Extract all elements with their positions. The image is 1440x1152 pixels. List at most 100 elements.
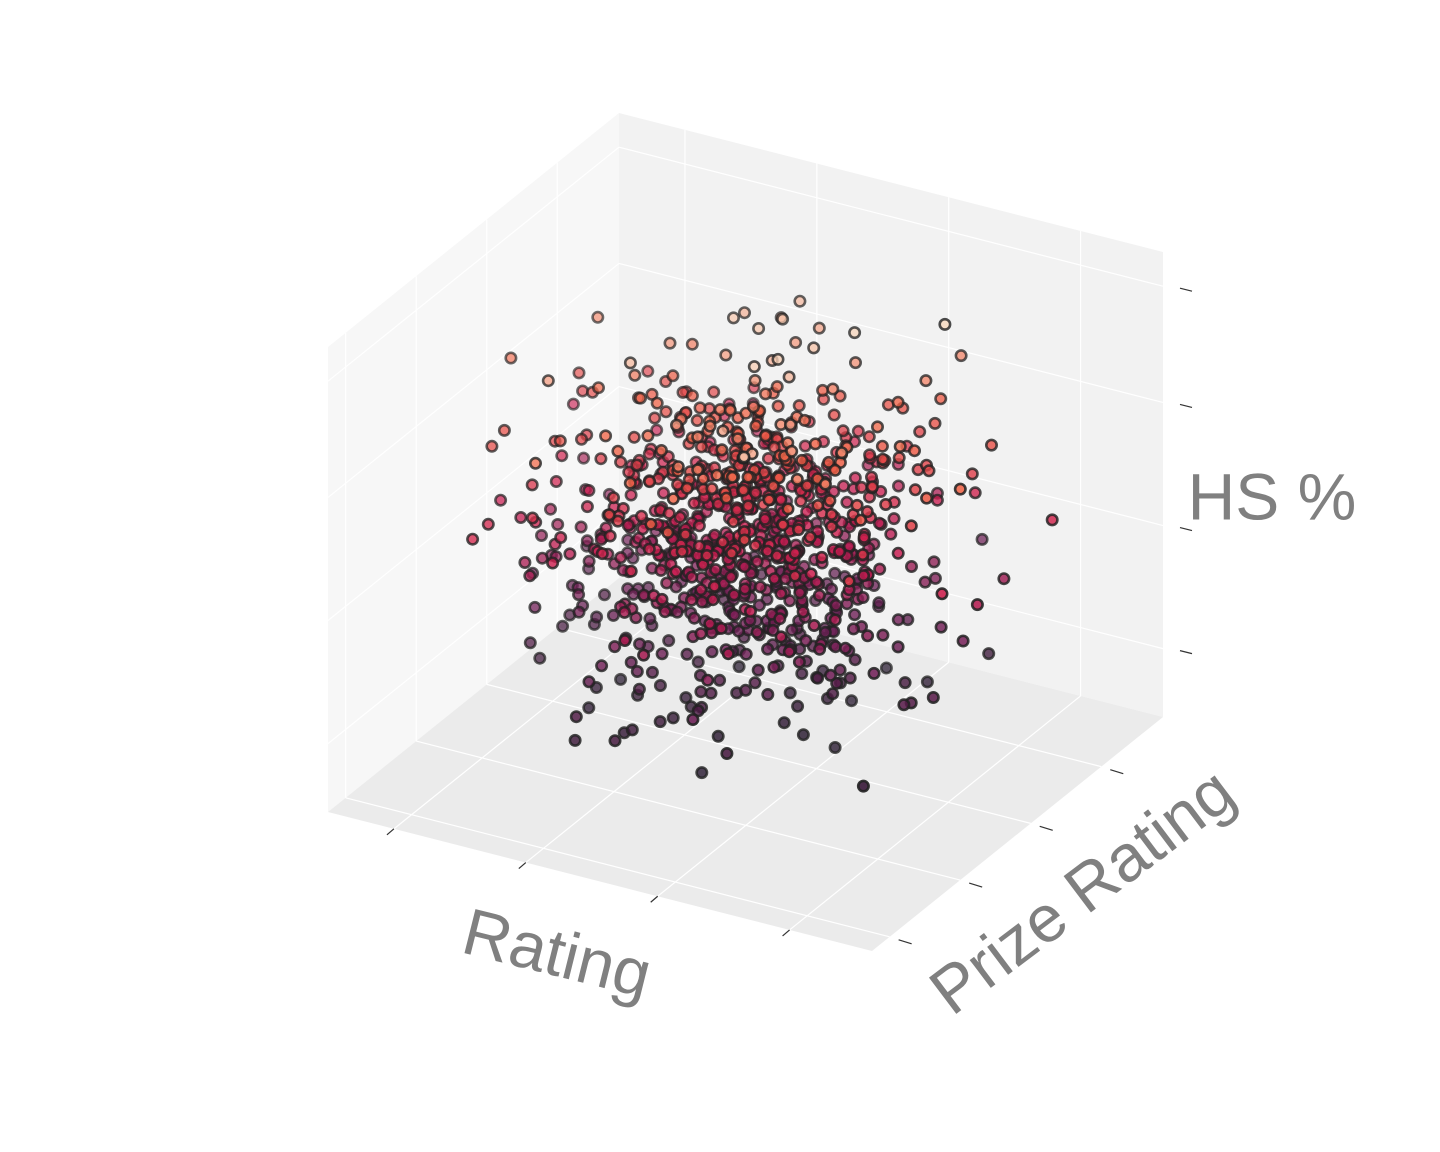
data-point <box>650 396 664 410</box>
data-point <box>748 373 762 387</box>
data-point <box>669 418 683 432</box>
data-point <box>659 405 673 419</box>
data-point <box>919 374 933 388</box>
data-point <box>935 587 949 601</box>
data-point <box>685 337 699 351</box>
data-point <box>953 482 967 496</box>
data-point <box>655 647 669 661</box>
data-point <box>591 310 605 324</box>
data-point <box>608 640 622 654</box>
data-point <box>703 419 717 433</box>
data-point <box>833 545 847 559</box>
data-point <box>633 391 647 405</box>
data-point <box>818 625 832 639</box>
data-point <box>706 593 720 607</box>
data-point <box>617 605 631 619</box>
z-axis-label: HS % <box>1188 459 1357 533</box>
data-point <box>792 655 806 669</box>
x-tick <box>386 828 395 836</box>
data-point <box>582 675 596 689</box>
data-point <box>808 437 822 451</box>
data-point <box>555 449 569 463</box>
grid-line <box>486 683 1031 824</box>
data-point <box>546 556 560 570</box>
y-tick <box>1039 825 1053 831</box>
y-tick <box>1110 769 1124 775</box>
data-point <box>843 671 857 685</box>
data-point <box>572 366 586 380</box>
data-point <box>693 401 707 415</box>
data-point <box>783 418 797 432</box>
data-point <box>793 294 807 308</box>
data-point <box>782 370 796 384</box>
data-point <box>603 529 617 543</box>
data-point <box>680 647 694 661</box>
data-point <box>954 349 968 363</box>
data-point <box>848 653 862 667</box>
data-point <box>751 663 765 677</box>
data-point <box>716 535 730 549</box>
data-point <box>714 621 728 635</box>
data-point <box>670 605 684 619</box>
data-point <box>777 535 791 549</box>
data-point <box>788 546 802 560</box>
data-point <box>725 546 739 560</box>
data-point <box>770 380 784 394</box>
data-point <box>926 690 940 704</box>
data-point <box>666 369 680 383</box>
data-point <box>686 712 700 726</box>
data-point <box>658 605 672 619</box>
data-point <box>645 665 659 679</box>
data-point <box>634 509 648 523</box>
data-point <box>577 451 591 465</box>
data-point <box>904 559 918 573</box>
data-point <box>891 613 905 627</box>
data-point <box>750 555 764 569</box>
data-point <box>582 701 596 715</box>
data-point <box>904 519 918 533</box>
data-point <box>824 520 838 534</box>
data-point <box>758 429 772 443</box>
data-point <box>818 477 832 491</box>
grid-line <box>327 386 620 621</box>
data-point <box>719 348 733 362</box>
data-point <box>595 547 609 561</box>
data-point <box>792 399 806 413</box>
data-point <box>746 400 760 414</box>
data-point <box>857 569 871 583</box>
data-point <box>934 392 948 406</box>
data-point <box>628 368 642 382</box>
data-point <box>782 645 796 659</box>
data-point <box>621 518 635 532</box>
data-point <box>711 729 725 743</box>
data-point <box>695 766 709 780</box>
data-point <box>785 623 799 637</box>
data-point <box>625 723 639 737</box>
data-point <box>731 432 745 446</box>
data-point <box>800 505 814 519</box>
data-point <box>606 608 620 622</box>
data-point <box>791 699 805 713</box>
data-point <box>678 527 692 541</box>
data-point <box>691 430 705 444</box>
data-point <box>860 505 874 519</box>
data-point <box>624 488 638 502</box>
data-point <box>857 530 871 544</box>
data-point <box>627 430 641 444</box>
data-point <box>494 493 508 507</box>
data-point <box>753 580 767 594</box>
data-point <box>732 624 746 638</box>
data-point <box>696 472 710 486</box>
data-point <box>723 403 737 417</box>
data-point <box>785 444 799 458</box>
data-point <box>770 549 784 563</box>
z-tick <box>1179 403 1193 409</box>
data-point <box>533 651 547 665</box>
data-point <box>737 560 751 574</box>
data-point <box>713 673 727 687</box>
data-point <box>662 634 676 648</box>
data-point <box>879 497 893 511</box>
data-point <box>554 530 568 544</box>
z-tick <box>1179 526 1193 532</box>
